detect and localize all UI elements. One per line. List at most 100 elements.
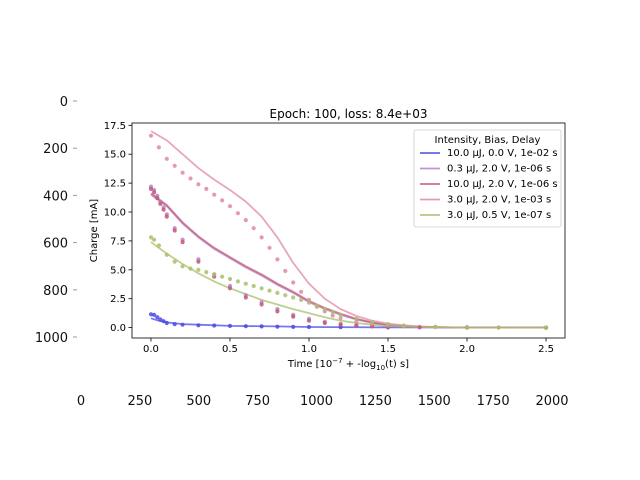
data-point: [196, 267, 201, 272]
data-point: [385, 322, 391, 327]
data-point: [152, 190, 157, 195]
data-point: [188, 176, 193, 181]
background-x-tick-label: 500: [186, 394, 211, 409]
data-point: [330, 309, 335, 315]
data-point: [283, 293, 288, 298]
data-point: [196, 259, 201, 264]
data-point: [322, 307, 327, 312]
data-point: [401, 323, 406, 328]
data-point: [291, 314, 296, 319]
data-point: [338, 316, 343, 321]
y-tick-label: 17.5: [104, 121, 126, 132]
data-point: [259, 235, 264, 240]
data-point: [172, 163, 177, 168]
background-x-tick-label: 0: [77, 394, 85, 409]
data-point: [464, 325, 470, 330]
legend-box: [413, 129, 562, 228]
data-point: [299, 297, 304, 302]
x-tick-label: 0.0: [143, 344, 159, 355]
data-point: [306, 324, 312, 330]
data-point: [251, 283, 256, 289]
data-point: [251, 226, 256, 231]
data-point: [267, 288, 272, 293]
legend-entry: 3.0 μJ, 2.0 V, 1e-03 s: [447, 195, 551, 206]
chart-title: Epoch: 100, loss: 8.4e+03: [270, 107, 428, 121]
data-point: [275, 290, 280, 295]
data-point: [354, 316, 359, 321]
data-point: [196, 182, 201, 187]
legend-entry: 10.0 μJ, 0.0 V, 1e-02 s: [447, 148, 558, 159]
legend-entry: 3.0 μJ, 0.5 V, 1e-07 s: [447, 210, 551, 221]
data-point: [291, 324, 296, 329]
data-point: [164, 214, 169, 219]
data-point: [243, 324, 248, 329]
data-point: [227, 276, 233, 282]
background-y-tick-label: 400: [43, 189, 68, 204]
data-point: [227, 286, 233, 291]
data-point: [212, 323, 217, 328]
data-point: [148, 133, 154, 138]
x-tick-label: 1.5: [380, 344, 396, 355]
data-point: [172, 228, 177, 233]
data-point: [496, 325, 501, 330]
data-point: [259, 324, 264, 329]
x-tick-label: 0.5: [222, 344, 238, 355]
data-point: [243, 218, 248, 223]
x-axis-label-part: (t) s]: [385, 359, 409, 370]
data-point: [243, 281, 248, 286]
data-point: [204, 186, 209, 191]
x-axis-label-part: Time [10: [287, 359, 332, 370]
data-point: [314, 303, 319, 308]
data-point: [370, 319, 375, 325]
data-point: [164, 156, 169, 161]
background-y-tick-label: 200: [43, 142, 68, 157]
data-point: [152, 237, 157, 242]
data-point: [172, 259, 177, 264]
series-points-group: [148, 235, 549, 330]
x-tick-label: 1.0: [301, 344, 317, 355]
y-tick-label: 0.0: [110, 323, 126, 334]
x-axis-label-part: −7: [332, 357, 342, 365]
data-point: [155, 196, 160, 201]
y-tick-label: 2.5: [110, 294, 126, 305]
data-point: [235, 279, 240, 284]
background-y-tick-label: 0: [60, 95, 68, 110]
y-tick-label: 10.0: [104, 208, 126, 219]
data-point: [338, 322, 343, 327]
legend-entry: 0.3 μJ, 2.0 V, 1e-06 s: [447, 164, 551, 175]
data-point: [161, 207, 166, 212]
data-point: [330, 313, 335, 318]
data-point: [148, 186, 154, 191]
data-point: [354, 323, 359, 328]
data-point: [283, 268, 288, 274]
data-point: [180, 322, 185, 327]
data-point: [306, 318, 312, 323]
data-point: [306, 300, 312, 305]
data-point: [417, 325, 422, 330]
x-axis-label-part: + -log: [343, 359, 377, 370]
background-x-tick-label: 1500: [418, 394, 451, 409]
background-y-tick-label: 800: [43, 284, 68, 299]
background-x-tick-label: 1250: [359, 394, 392, 409]
background-y-tick-label: 1000: [35, 331, 68, 346]
data-point: [275, 257, 280, 262]
background-x-tick-label: 2000: [535, 394, 568, 409]
y-tick-label: 15.0: [104, 150, 126, 161]
data-point: [148, 235, 154, 240]
data-point: [155, 315, 160, 320]
data-point: [267, 245, 272, 250]
data-point: [180, 264, 185, 269]
background-x-tick-label: 250: [127, 394, 152, 409]
x-axis-label-part: 10: [376, 364, 385, 372]
background-x-tick-label: 1000: [300, 394, 333, 409]
data-point: [227, 204, 233, 209]
y-tick-label: 12.5: [104, 179, 126, 190]
data-point: [220, 274, 225, 279]
background-y-tick-label: 600: [43, 237, 68, 252]
x-tick-label: 2.0: [459, 344, 475, 355]
legend: Intensity, Bias, Delay 10.0 μJ, 0.0 V, 1e…: [413, 129, 562, 228]
data-point: [161, 319, 166, 324]
background-x-tick-label: 1750: [477, 394, 510, 409]
data-point: [227, 323, 233, 328]
